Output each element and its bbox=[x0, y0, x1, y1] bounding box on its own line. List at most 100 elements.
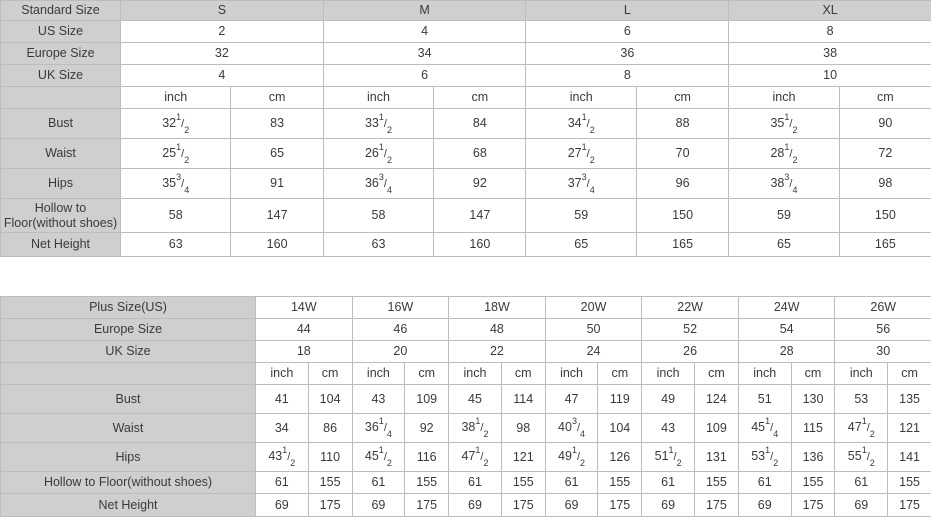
cell-value: 18W bbox=[448, 296, 546, 319]
cell-value: 4 bbox=[120, 64, 324, 87]
cell-value: 150 bbox=[838, 198, 931, 233]
cell-value: 104 bbox=[597, 413, 643, 443]
fraction: 341/2 bbox=[567, 111, 595, 135]
cell-value-fraction: 471/2 bbox=[448, 442, 502, 472]
cell-value-fraction: 281/2 bbox=[728, 138, 840, 169]
cell-value: 69 bbox=[737, 493, 792, 517]
row-uk-size: UK Size4681012141618 bbox=[0, 64, 931, 87]
cell-value: 20 bbox=[351, 340, 450, 363]
cell-value: 2 bbox=[120, 20, 324, 43]
cell-value: 51 bbox=[737, 384, 792, 414]
cell-value-fraction: 351/2 bbox=[728, 108, 840, 139]
fraction: 321/2 bbox=[162, 111, 190, 135]
cell-value: 20W bbox=[544, 296, 643, 319]
cell-value: 115 bbox=[790, 413, 836, 443]
cell-value: 91 bbox=[230, 168, 324, 199]
row-net-height: Net Height 69 175 69 175 69 175 69 175 69 175 69 175… bbox=[0, 493, 931, 517]
fraction: 251/2 bbox=[162, 141, 190, 165]
fraction: 351/2 bbox=[770, 111, 798, 135]
cell-value: 16W bbox=[351, 296, 450, 319]
cell-value: 109 bbox=[693, 413, 739, 443]
cell-value: 83 bbox=[230, 108, 324, 139]
cell-value: 34 bbox=[322, 42, 527, 65]
cell-value: inch bbox=[525, 86, 637, 109]
cell-value-fraction: 271/2 bbox=[525, 138, 637, 169]
cell-value: 119 bbox=[597, 384, 643, 414]
cell-value: 44 bbox=[255, 318, 353, 341]
cell-value: 175 bbox=[404, 493, 450, 517]
cell-value-fraction: 383/4 bbox=[728, 168, 840, 199]
cell-value: 38 bbox=[728, 42, 931, 65]
row-hips: Hips353/491363/492373/496383/498393/4101… bbox=[0, 168, 931, 199]
fraction: 281/2 bbox=[770, 141, 798, 165]
cell-value: 109 bbox=[404, 384, 450, 414]
row-label bbox=[0, 362, 256, 385]
cell-value: 54 bbox=[737, 318, 836, 341]
cell-value: 135 bbox=[887, 384, 931, 414]
cell-value: 56 bbox=[834, 318, 931, 341]
fraction: 363/4 bbox=[364, 171, 392, 195]
cell-value: 90 bbox=[838, 108, 931, 139]
cell-value: 58 bbox=[322, 198, 435, 233]
cell-value-fraction: 491/2 bbox=[544, 442, 599, 472]
row-label: US Size bbox=[0, 20, 121, 43]
cell-value: 14W bbox=[255, 296, 353, 319]
label-column-header: Standard Size bbox=[0, 0, 121, 21]
cell-value: 155 bbox=[693, 471, 739, 494]
cell-value: 61 bbox=[544, 471, 599, 494]
cell-value-fraction: 471/2 bbox=[834, 413, 889, 443]
cell-value: 59 bbox=[525, 198, 637, 233]
cell-value: 141 bbox=[887, 442, 931, 472]
cell-value: 121 bbox=[500, 442, 546, 472]
fraction: 403/4 bbox=[558, 416, 586, 440]
cell-value: cm bbox=[887, 362, 931, 385]
cell-value: 69 bbox=[448, 493, 502, 517]
cell-value: 22W bbox=[641, 296, 739, 319]
cell-value: 28 bbox=[737, 340, 836, 363]
cell-value: cm bbox=[404, 362, 450, 385]
cell-value: cm bbox=[597, 362, 643, 385]
fraction: 511/2 bbox=[654, 445, 682, 469]
fraction: 531/2 bbox=[751, 445, 779, 469]
cell-value: 175 bbox=[790, 493, 836, 517]
row-hollow-to-floor: Hollow to Floor(without shoes) 58 147 58 147 5… bbox=[0, 198, 931, 233]
cell-value: 147 bbox=[230, 198, 324, 233]
cell-value: 175 bbox=[307, 493, 353, 517]
cell-value: 165 bbox=[635, 232, 730, 257]
cell-value: cm bbox=[433, 86, 527, 109]
row-label: Net Height bbox=[0, 493, 256, 517]
cell-value: inch bbox=[728, 86, 840, 109]
row-units: inchcminchcminchcminchcminchcminchcminch… bbox=[0, 86, 931, 109]
size-group-header: S bbox=[120, 0, 324, 21]
row-label: Net Height bbox=[0, 232, 121, 257]
row-bust: Bust321/283331/284341/288351/290361/2933… bbox=[0, 108, 931, 139]
cell-value: 18 bbox=[255, 340, 353, 363]
cell-value: 50 bbox=[544, 318, 643, 341]
cell-value: 72 bbox=[838, 138, 931, 169]
cell-value: 155 bbox=[500, 471, 546, 494]
cell-value: 45 bbox=[448, 384, 502, 414]
plus-size-chart: Plus Size(US) 14W 16W 18W 20W 22W 24W 26W Europe… bbox=[0, 296, 931, 517]
fraction: 271/2 bbox=[567, 141, 595, 165]
cell-value: 147 bbox=[433, 198, 527, 233]
cell-value: 175 bbox=[887, 493, 931, 517]
fraction: 471/2 bbox=[847, 416, 875, 440]
row-waist: Waist251/265261/268271/270281/272291/275… bbox=[0, 138, 931, 169]
cell-value: 47 bbox=[544, 384, 599, 414]
cell-value: 46 bbox=[351, 318, 450, 341]
row-label: UK Size bbox=[0, 340, 256, 363]
cell-value: 98 bbox=[838, 168, 931, 199]
cell-value: 130 bbox=[790, 384, 836, 414]
cell-value: inch bbox=[255, 362, 309, 385]
row-label: Europe Size bbox=[0, 42, 121, 65]
cell-value: inch bbox=[119, 86, 232, 109]
cell-value: 155 bbox=[597, 471, 643, 494]
cell-value-fraction: 373/4 bbox=[525, 168, 637, 199]
row-hips: Hips 431/2 110 451/2 116 471/2 121 491/2 126 511/… bbox=[0, 442, 931, 472]
row-label: Europe Size bbox=[0, 318, 256, 341]
fraction: 361/4 bbox=[364, 416, 392, 440]
size-group-header: M bbox=[322, 0, 527, 21]
cell-value: inch bbox=[641, 362, 695, 385]
header-row-groups: Standard Size S M L XL bbox=[0, 0, 931, 21]
cell-value: 110 bbox=[307, 442, 353, 472]
